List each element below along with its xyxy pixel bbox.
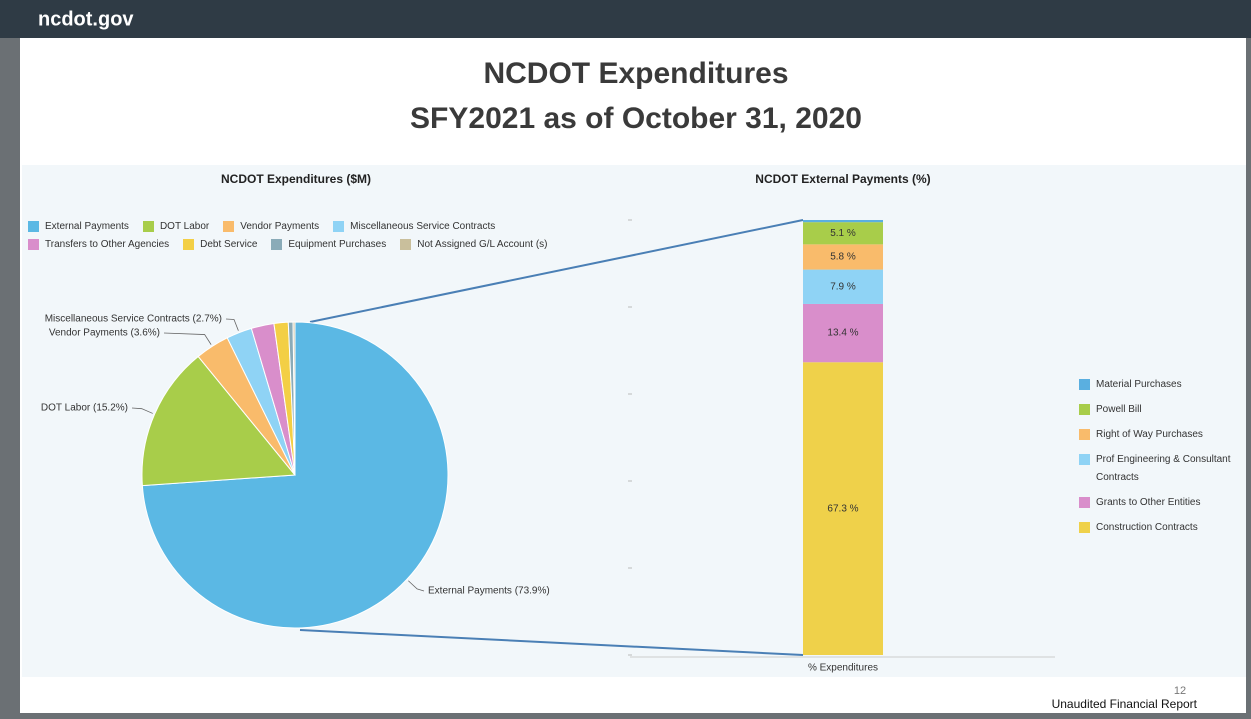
- chart-title: NCDOT External Payments (%): [755, 172, 930, 186]
- data-label: Miscellaneous Service Contracts (2.7%): [45, 314, 222, 325]
- legend-label: Powell Bill: [1096, 404, 1142, 415]
- data-label: 67.3 %: [827, 503, 858, 514]
- legend-swatch: [1079, 454, 1090, 465]
- data-label: 5.1 %: [830, 228, 856, 239]
- site-name: ncdot.gov: [38, 8, 134, 30]
- leader-line: [408, 580, 425, 592]
- legend-label: Debt Service: [200, 239, 258, 250]
- legend-item: DOT Labor: [142, 221, 210, 232]
- slide-title: NCDOT Expenditures: [483, 57, 788, 90]
- bar-segment: [803, 222, 883, 245]
- data-label: DOT Labor (15.2%): [41, 403, 128, 414]
- legend-label: Grants to Other Entities: [1096, 497, 1201, 508]
- legend-swatch: [28, 239, 39, 250]
- legend-label: Right of Way Purchases: [1096, 429, 1203, 440]
- zoom-line: [299, 629, 804, 656]
- legend-item: Equipment Purchases: [271, 239, 386, 250]
- legend-item: Construction Contracts: [1079, 519, 1244, 537]
- legend-item: Prof Engineering & Consultant Contracts: [1079, 451, 1244, 487]
- top-bar: [0, 0, 1251, 38]
- bar-segment: [803, 303, 883, 363]
- legend-label: Prof Engineering & Consultant Contracts: [1096, 454, 1231, 483]
- bar-legend: Material Purchases Powell Bill Right of Wa…: [1079, 376, 1244, 537]
- legend-swatch: [1079, 522, 1090, 533]
- legend-label: DOT Labor: [159, 221, 210, 232]
- pie-slice: [141, 355, 296, 487]
- leader-line: [163, 332, 212, 345]
- legend-swatch: [28, 221, 39, 232]
- legend-swatch: [183, 239, 195, 250]
- legend-item: External Payments: [28, 221, 129, 232]
- legend-item: Debt Service: [183, 239, 257, 250]
- legend-label: Vendor Payments: [240, 221, 320, 232]
- legend-item: Material Purchases: [1079, 376, 1244, 394]
- legend-swatch: [142, 221, 154, 232]
- legend-label: External Payments: [45, 221, 129, 232]
- data-label: Vendor Payments (3.6%): [49, 328, 160, 339]
- x-tick-label: % Expenditures: [808, 663, 878, 674]
- legend-item: Vendor Payments: [223, 221, 319, 232]
- legend-item: Grants to Other Entities: [1079, 494, 1244, 512]
- legend-swatch: [271, 239, 283, 250]
- zoom-line: [309, 219, 804, 323]
- bar-segment: [803, 362, 883, 655]
- legend-item: Miscellaneous Service Contracts: [333, 221, 495, 232]
- data-label: 5.8 %: [830, 252, 856, 263]
- legend-label: Equipment Purchases: [288, 239, 387, 250]
- legend-label: Material Purchases: [1096, 379, 1182, 390]
- legend-swatch: [1079, 404, 1090, 415]
- data-label: 7.9 %: [830, 281, 856, 292]
- bar-segment: [803, 220, 883, 223]
- legend-item: Transfers to Other Agencies: [28, 239, 169, 250]
- footer-note: Unaudited Financial Report: [1052, 697, 1198, 711]
- legend-item: Right of Way Purchases: [1079, 426, 1244, 444]
- legend-label: Miscellaneous Service Contracts: [350, 221, 496, 232]
- legend-label: Transfers to Other Agencies: [45, 239, 170, 250]
- legend-swatch: [1079, 379, 1090, 390]
- leader-line: [225, 318, 239, 331]
- legend-swatch: [223, 221, 235, 232]
- legend-swatch: [1079, 429, 1090, 440]
- slide-title: SFY2021 as of October 31, 2020: [410, 102, 862, 135]
- legend-item: Not Assigned G/L Account (s): [400, 239, 547, 250]
- data-label: 13.4 %: [827, 328, 858, 339]
- chart-title: NCDOT Expenditures ($M): [221, 172, 371, 186]
- data-label: External Payments (73.9%): [428, 586, 550, 597]
- legend-label: Not Assigned G/L Account (s): [417, 239, 548, 250]
- leader-line: [131, 407, 153, 414]
- legend-swatch: [1079, 497, 1090, 508]
- pie-legend: External Payments DOT Labor Vendor Payment…: [28, 221, 588, 250]
- legend-swatch: [400, 239, 412, 250]
- legend-item: Powell Bill: [1079, 401, 1244, 419]
- pie-slice: [292, 321, 296, 476]
- legend-label: Construction Contracts: [1096, 522, 1198, 533]
- page-number: 12: [1174, 685, 1186, 697]
- bar-segment: [803, 269, 883, 304]
- bar-segment: [803, 244, 883, 270]
- legend-swatch: [333, 221, 345, 232]
